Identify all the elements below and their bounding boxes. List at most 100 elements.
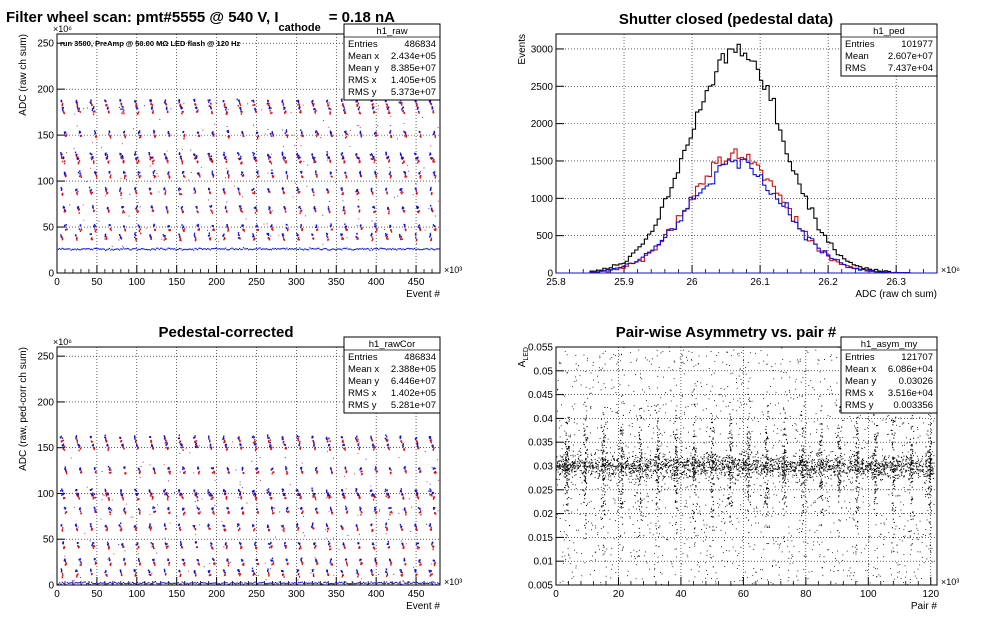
data-point — [180, 574, 182, 576]
data-point — [301, 581, 303, 583]
data-point — [352, 582, 354, 584]
data-point — [336, 248, 338, 251]
data-point — [90, 167, 92, 169]
data-point — [240, 496, 242, 498]
data-point — [269, 207, 271, 209]
data-point — [165, 155, 167, 158]
data-point — [337, 248, 339, 250]
data-point — [115, 248, 117, 250]
data-point — [195, 157, 197, 159]
data-point — [285, 129, 288, 131]
data-point — [312, 157, 314, 159]
panel-raw-annotation: run 3500, PreAmp @ 50.00 MΩ LED flash @ … — [60, 39, 241, 48]
data-point — [164, 100, 166, 102]
data-point — [341, 236, 343, 239]
data-point — [193, 526, 195, 529]
data-point — [183, 562, 186, 564]
data-point — [64, 446, 66, 448]
data-point — [142, 582, 144, 584]
data-point — [343, 544, 345, 547]
data-point — [167, 225, 169, 228]
data-point — [216, 247, 218, 249]
data-point — [179, 193, 181, 196]
data-point — [434, 582, 436, 584]
data-point — [311, 100, 314, 102]
data-point — [150, 102, 152, 105]
data-point — [61, 157, 63, 159]
data-point — [138, 226, 141, 229]
data-point — [225, 106, 227, 109]
data-point — [359, 130, 362, 133]
data-point — [107, 558, 109, 560]
data-point — [149, 491, 151, 494]
data-point — [329, 507, 332, 510]
data-point — [326, 233, 329, 236]
data-point — [78, 110, 80, 113]
data-point — [428, 100, 431, 103]
data-point — [225, 582, 227, 584]
data-point — [194, 443, 197, 446]
data-point — [268, 582, 270, 584]
data-point — [269, 497, 272, 499]
data-point — [342, 527, 344, 529]
data-point — [94, 172, 96, 175]
data-point — [431, 209, 434, 212]
data-point — [296, 522, 298, 525]
data-point — [326, 154, 328, 156]
data-point — [277, 583, 279, 585]
data-point — [416, 243, 418, 245]
data-point — [282, 236, 285, 239]
data-point — [157, 247, 159, 249]
data-point — [296, 189, 298, 191]
data-point — [79, 135, 82, 137]
data-point — [77, 208, 80, 211]
data-point — [377, 172, 379, 174]
data-point — [328, 437, 330, 440]
data-point — [154, 472, 156, 474]
data-point — [279, 582, 282, 584]
data-point — [78, 449, 80, 452]
data-point — [270, 112, 272, 115]
data-point — [194, 581, 196, 584]
data-point — [267, 99, 269, 102]
data-point — [138, 560, 140, 562]
data-point — [374, 582, 376, 584]
data-point — [285, 583, 287, 585]
data-point — [63, 131, 66, 134]
data-point — [62, 574, 64, 577]
data-point — [122, 445, 124, 448]
data-point — [400, 189, 402, 191]
data-point — [257, 228, 259, 231]
data-point — [62, 109, 64, 112]
data-point — [228, 511, 230, 513]
data-point — [270, 545, 272, 548]
data-point — [342, 103, 344, 105]
data-point — [198, 562, 200, 565]
data-point — [195, 573, 197, 576]
data-point — [178, 153, 181, 155]
data-point — [65, 229, 67, 231]
data-point — [341, 233, 343, 235]
data-point — [203, 248, 205, 250]
data-point — [330, 511, 333, 513]
data-point — [122, 156, 124, 158]
data-point — [166, 494, 169, 497]
data-point — [370, 489, 373, 492]
data-point — [285, 171, 288, 174]
data-point — [211, 170, 213, 173]
data-point — [213, 470, 215, 473]
data-point — [348, 583, 351, 585]
data-point — [129, 582, 131, 584]
data-point — [378, 248, 380, 251]
data-point — [198, 174, 201, 176]
data-point — [193, 490, 195, 492]
data-point — [239, 108, 242, 110]
data-point — [64, 555, 66, 557]
data-point — [164, 237, 166, 239]
data-point — [418, 110, 420, 113]
data-point — [243, 492, 245, 494]
data-point — [330, 131, 333, 134]
data-point — [374, 559, 376, 561]
data-point — [210, 206, 212, 208]
data-point — [108, 172, 111, 174]
